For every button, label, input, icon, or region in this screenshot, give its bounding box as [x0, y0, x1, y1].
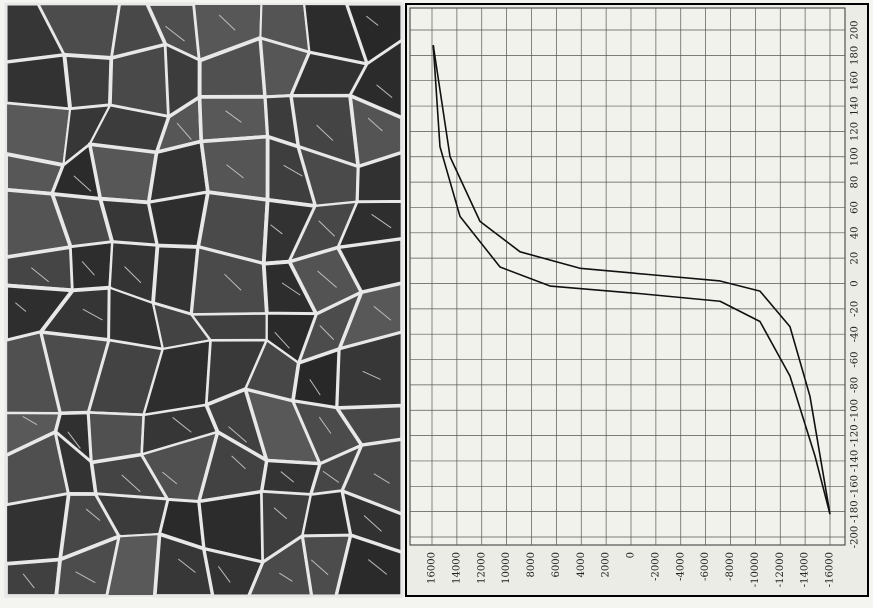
grain: [6, 560, 60, 596]
grain: [71, 242, 112, 290]
y-tick-label: 60: [850, 201, 861, 214]
x-tick-label: 0: [626, 552, 637, 558]
x-tick-label: -4000: [675, 552, 686, 581]
y-tick-label: -100: [850, 399, 861, 421]
y-tick-label: 120: [850, 122, 861, 141]
grain: [6, 55, 70, 109]
x-tick-label: -2000: [650, 552, 661, 581]
plot-area: [410, 8, 845, 545]
y-tick-label: 0: [850, 280, 861, 286]
figure: 1600014000120001000080006000400020000-20…: [0, 0, 873, 604]
x-tick-label: 12000: [476, 552, 487, 584]
grain: [200, 97, 268, 142]
y-tick-label: -80: [850, 377, 861, 393]
micrograph: [6, 4, 402, 596]
y-tick-label: 140: [850, 97, 861, 116]
x-tick-label: 14000: [451, 552, 462, 584]
y-tick-label: -40: [850, 326, 861, 342]
y-tick-label: 160: [850, 71, 861, 90]
x-tick-label: 4000: [576, 552, 587, 577]
x-tick-label: 8000: [526, 552, 537, 577]
y-tick-label: 180: [850, 46, 861, 65]
y-tick-label: -20: [850, 301, 861, 317]
x-tick-label: 10000: [501, 552, 512, 584]
x-tick-label: -14000: [800, 552, 811, 587]
y-tick-label: 100: [850, 147, 861, 166]
y-tick-label: -60: [850, 351, 861, 367]
x-tick-label: 6000: [551, 552, 562, 577]
y-tick-label: -120: [850, 424, 861, 446]
y-tick-label: 20: [850, 252, 861, 265]
y-tick-label: -160: [850, 475, 861, 497]
grain: [64, 55, 111, 109]
grain: [90, 144, 157, 202]
x-tick-label: -12000: [775, 552, 786, 587]
x-tick-label: -8000: [725, 552, 736, 581]
y-tick-label: -180: [850, 500, 861, 522]
x-tick-label: 2000: [601, 552, 612, 577]
y-tick-label: 40: [850, 226, 861, 239]
y-tick-label: 200: [850, 20, 861, 39]
y-tick-label: -200: [850, 526, 861, 548]
x-tick-label: -10000: [750, 552, 761, 587]
x-tick-label: -16000: [825, 552, 836, 587]
y-tick-label: -140: [850, 450, 861, 472]
grain: [110, 44, 169, 116]
x-tick-label: -6000: [700, 552, 711, 581]
grain: [201, 137, 267, 200]
y-tick-label: 80: [850, 176, 861, 189]
x-tick-label: 16000: [427, 552, 438, 584]
